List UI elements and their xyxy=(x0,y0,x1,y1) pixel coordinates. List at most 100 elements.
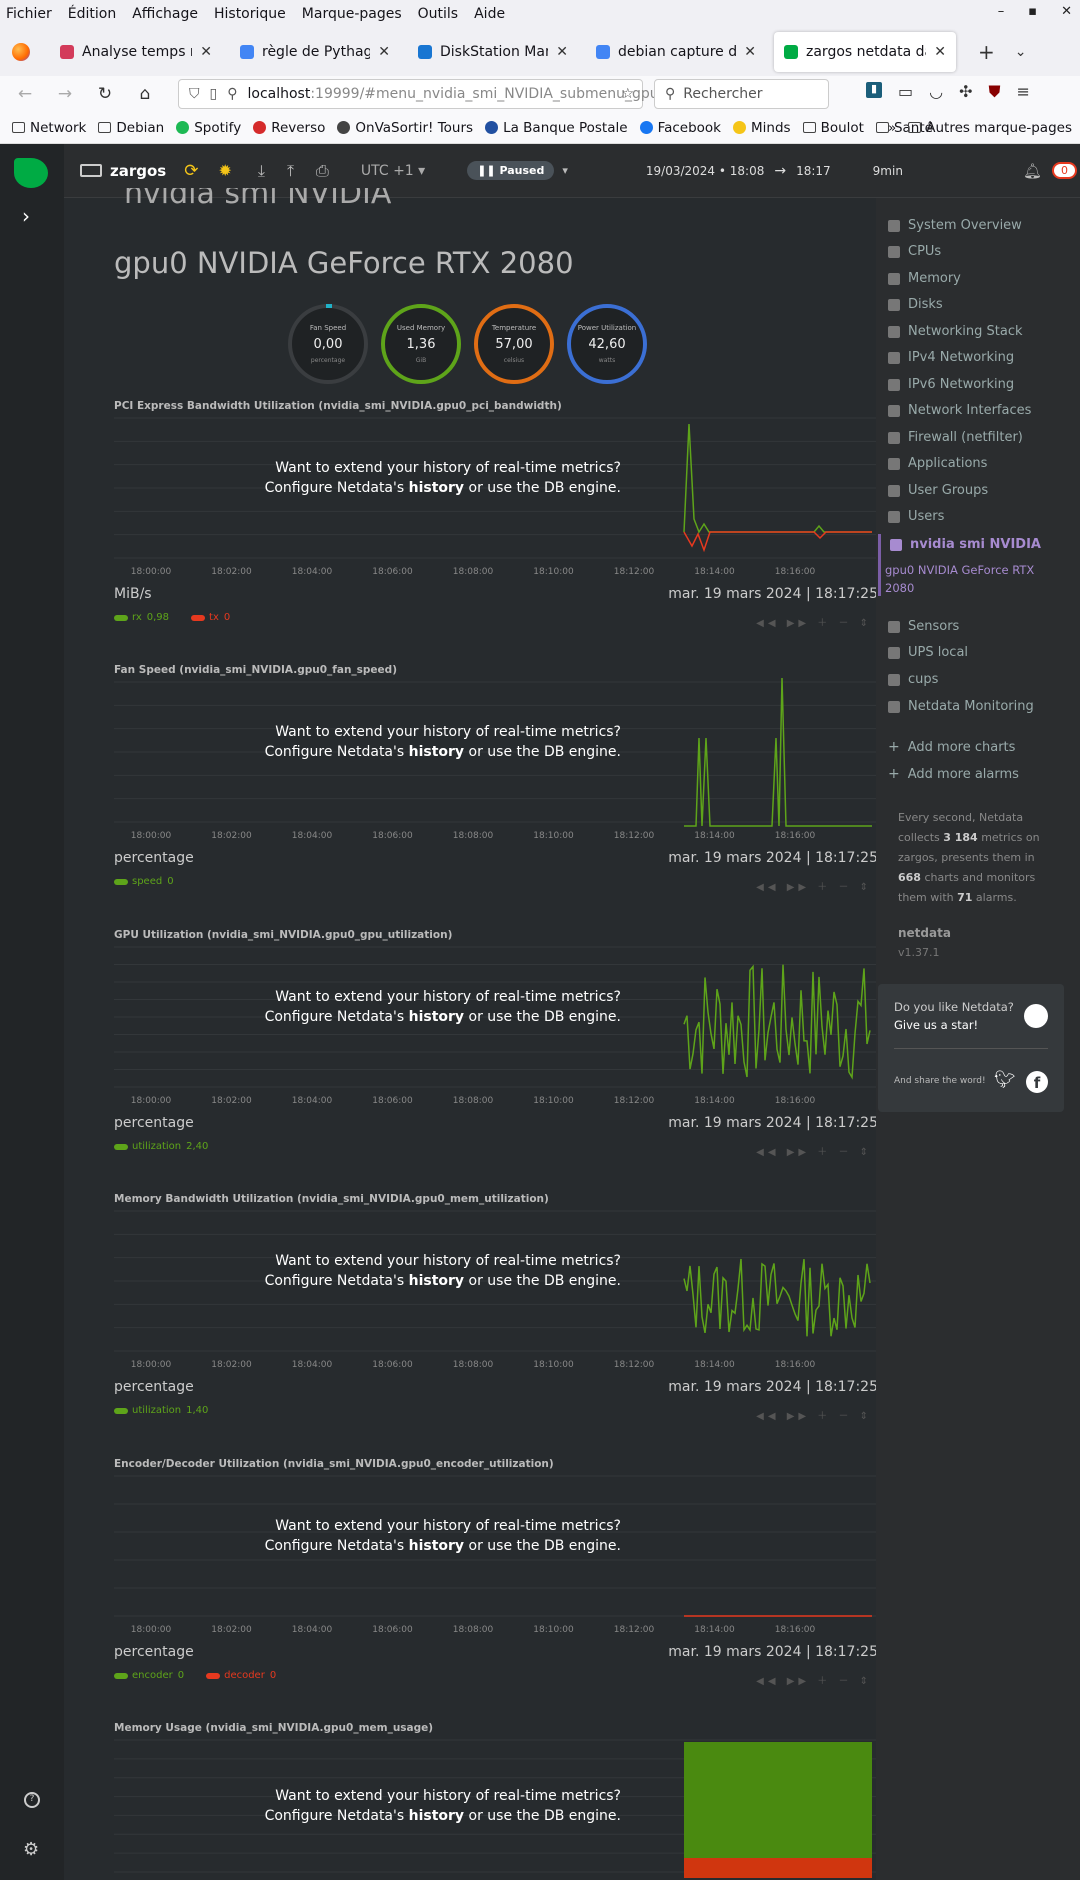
sidebar-item-3[interactable]: Disks xyxy=(888,297,943,312)
time-range-duration[interactable]: 9min xyxy=(872,163,903,178)
menu-item-3[interactable]: Historique xyxy=(213,6,286,22)
bookmark-9[interactable]: Santé xyxy=(875,120,933,136)
tab-close-icon[interactable]: ✕ xyxy=(744,44,756,60)
ublock-icon[interactable]: ⛊ xyxy=(988,82,1001,101)
history-link[interactable]: history xyxy=(408,1538,465,1554)
shield-icon[interactable]: ⛉ xyxy=(189,86,200,102)
sidebar-item-extra-3[interactable]: Netdata Monitoring xyxy=(888,699,1034,714)
bookmark-1[interactable]: Debian xyxy=(98,120,164,136)
tab-close-icon[interactable]: ✕ xyxy=(934,44,946,60)
sidebar-item-4[interactable]: Networking Stack xyxy=(888,324,1023,339)
tab-4[interactable]: zargos netdata dashbo ✕ xyxy=(774,32,956,72)
double-chevron-icon[interactable]: » xyxy=(887,119,897,136)
history-link[interactable]: history xyxy=(408,480,465,496)
bookmark-8[interactable]: Boulot xyxy=(802,120,864,136)
gauge-3[interactable]: Power Utilization 42,60 watts xyxy=(567,304,647,384)
download-icon[interactable]: ⤓ xyxy=(257,160,265,180)
upload-icon[interactable]: ⤒ xyxy=(286,160,295,180)
menu-item-5[interactable]: Outils xyxy=(417,6,459,22)
help-icon[interactable]: ? xyxy=(24,1792,40,1808)
db-engine-link[interactable]: DB engine xyxy=(543,1808,617,1824)
tab-2[interactable]: DiskStation Manager ✕ xyxy=(408,32,578,72)
host-name[interactable]: zargos xyxy=(110,161,167,180)
chart-plot[interactable]: 4,003,503,002,502,001,501,0018:00:0018:0… xyxy=(114,1207,878,1375)
search-input[interactable]: ⚲ Rechercher xyxy=(654,79,829,109)
db-engine-link[interactable]: DB engine xyxy=(543,480,617,496)
chevron-down-icon[interactable]: ⌄ xyxy=(1014,44,1027,60)
extensions-icon[interactable]: ✣ xyxy=(959,82,973,101)
sidebar-item-10[interactable]: User Groups xyxy=(888,483,988,498)
pocket-icon[interactable]: ◡ xyxy=(929,82,944,101)
history-link[interactable]: history xyxy=(408,1808,465,1824)
sidebar-item-0[interactable]: System Overview xyxy=(888,218,1022,233)
gauge-0[interactable]: Fan Speed 0,00 percentage xyxy=(288,304,368,384)
menu-item-0[interactable]: Fichier xyxy=(6,6,52,22)
timezone-selector[interactable]: UTC +1 ▾ xyxy=(360,162,426,179)
back-icon[interactable]: ← xyxy=(17,84,33,104)
bookmark-6[interactable]: Facebook xyxy=(639,120,721,136)
netdata-logo-icon[interactable] xyxy=(14,158,48,188)
db-engine-link[interactable]: DB engine xyxy=(543,1009,617,1025)
db-engine-link[interactable]: DB engine xyxy=(543,744,617,760)
sidebar-item-6[interactable]: IPv6 Networking xyxy=(888,377,1014,392)
print-icon[interactable]: ⎙ xyxy=(316,160,329,180)
permissions-icon[interactable]: ⚲ xyxy=(227,86,238,102)
legend-item[interactable]: tx 0 xyxy=(191,612,230,623)
chart-plot[interactable]: 9,008,007,006,005,004,003,002,001,0018:0… xyxy=(114,943,878,1111)
sidebar-subitem-gpu0[interactable]: gpu0 NVIDIA GeForce RTX 2080 xyxy=(885,563,1035,595)
legend-item[interactable]: utilization 1,40 xyxy=(114,1405,208,1416)
status-dropdown-icon[interactable]: ▾ xyxy=(562,164,568,177)
tab-3[interactable]: debian capture d'ecran ✕ xyxy=(586,32,766,72)
sidebar-item-9[interactable]: Applications xyxy=(888,456,987,471)
menu-item-2[interactable]: Affichage xyxy=(132,6,198,22)
menu-item-6[interactable]: Aide xyxy=(474,6,506,22)
new-tab-icon[interactable]: + xyxy=(978,40,995,64)
legend-item[interactable]: encoder 0 xyxy=(114,1670,184,1681)
chart-nav-controls[interactable]: ◀◀ ▶▶ ＋ － ⇕ xyxy=(756,1676,872,1687)
time-range-start[interactable]: 19/03/2024 • 18:08 xyxy=(645,163,765,178)
history-link[interactable]: history xyxy=(408,744,465,760)
sidebar-item-7[interactable]: Network Interfaces xyxy=(888,403,1031,418)
bookmark-7[interactable]: Minds xyxy=(733,120,791,136)
gauge-1[interactable]: Used Memory 1,36 GiB xyxy=(381,304,461,384)
bell-icon[interactable]: 🔔︎ xyxy=(1022,161,1042,180)
time-range-end[interactable]: 18:17 xyxy=(796,163,831,178)
sidebar-item-extra-1[interactable]: UPS local xyxy=(888,645,968,660)
legend-item[interactable]: rx 0,98 xyxy=(114,612,169,623)
extension-icon[interactable]: ▮ xyxy=(866,82,882,98)
legend-item[interactable]: decoder 0 xyxy=(206,1670,276,1681)
bookmark-3[interactable]: Reverso xyxy=(253,120,325,136)
menu-icon[interactable]: ≡ xyxy=(1016,82,1030,101)
sidebar-item-2[interactable]: Memory xyxy=(888,271,961,286)
tab-1[interactable]: règle de Pythagore - Re ✕ xyxy=(230,32,400,72)
tab-0[interactable]: Analyse temps réel d'ur ✕ xyxy=(50,32,222,72)
bookmark-4[interactable]: OnVaSortir! Tours xyxy=(337,120,473,136)
bookmark-2[interactable]: Spotify xyxy=(176,120,241,136)
facebook-icon[interactable]: f xyxy=(1026,1071,1048,1093)
chart-nav-controls[interactable]: ◀◀ ▶▶ ＋ － ⇕ xyxy=(756,1147,872,1158)
maximize-icon[interactable]: ▪ xyxy=(1028,4,1038,19)
legend-item[interactable]: speed 0 xyxy=(114,876,174,887)
sync-icon[interactable]: ⟳ xyxy=(184,160,199,181)
db-engine-link[interactable]: DB engine xyxy=(543,1538,617,1554)
chart-nav-controls[interactable]: ◀◀ ▶▶ ＋ － ⇕ xyxy=(756,618,872,629)
reload-icon[interactable]: ↻ xyxy=(97,84,113,104)
legend-item[interactable]: utilization 2,40 xyxy=(114,1141,208,1152)
chevron-right-icon[interactable]: › xyxy=(22,204,30,228)
sidebar-item-extra-2[interactable]: cups xyxy=(888,672,938,687)
tab-close-icon[interactable]: ✕ xyxy=(378,44,390,60)
alarms-count-badge[interactable]: 0 xyxy=(1051,162,1077,179)
settings-gear-icon[interactable]: ⚙ xyxy=(23,1839,40,1860)
forward-icon[interactable]: → xyxy=(57,84,73,104)
firefox-icon[interactable] xyxy=(12,43,30,61)
chart-plot[interactable]: 244,1195,3146,597,748,80-48,818:00:0018:… xyxy=(114,414,878,582)
chart-plot[interactable]: 7,816,845,864,883,912,931,950,98 xyxy=(114,1736,878,1880)
db-engine-link[interactable]: DB engine xyxy=(543,1273,617,1289)
github-icon[interactable] xyxy=(1024,1004,1048,1028)
chart-plot[interactable]: 10,80,60,40,2018:00:0018:02:0018:04:0018… xyxy=(114,1472,878,1640)
chart-nav-controls[interactable]: ◀◀ ▶▶ ＋ － ⇕ xyxy=(756,1411,872,1422)
bookmarks-more[interactable]: » Autres marque-pages xyxy=(888,120,1072,136)
sidebar-add-1[interactable]: + Add more alarms xyxy=(888,766,1019,782)
sidebar-add-0[interactable]: + Add more charts xyxy=(888,739,1015,755)
minimize-icon[interactable]: – xyxy=(997,4,1005,19)
